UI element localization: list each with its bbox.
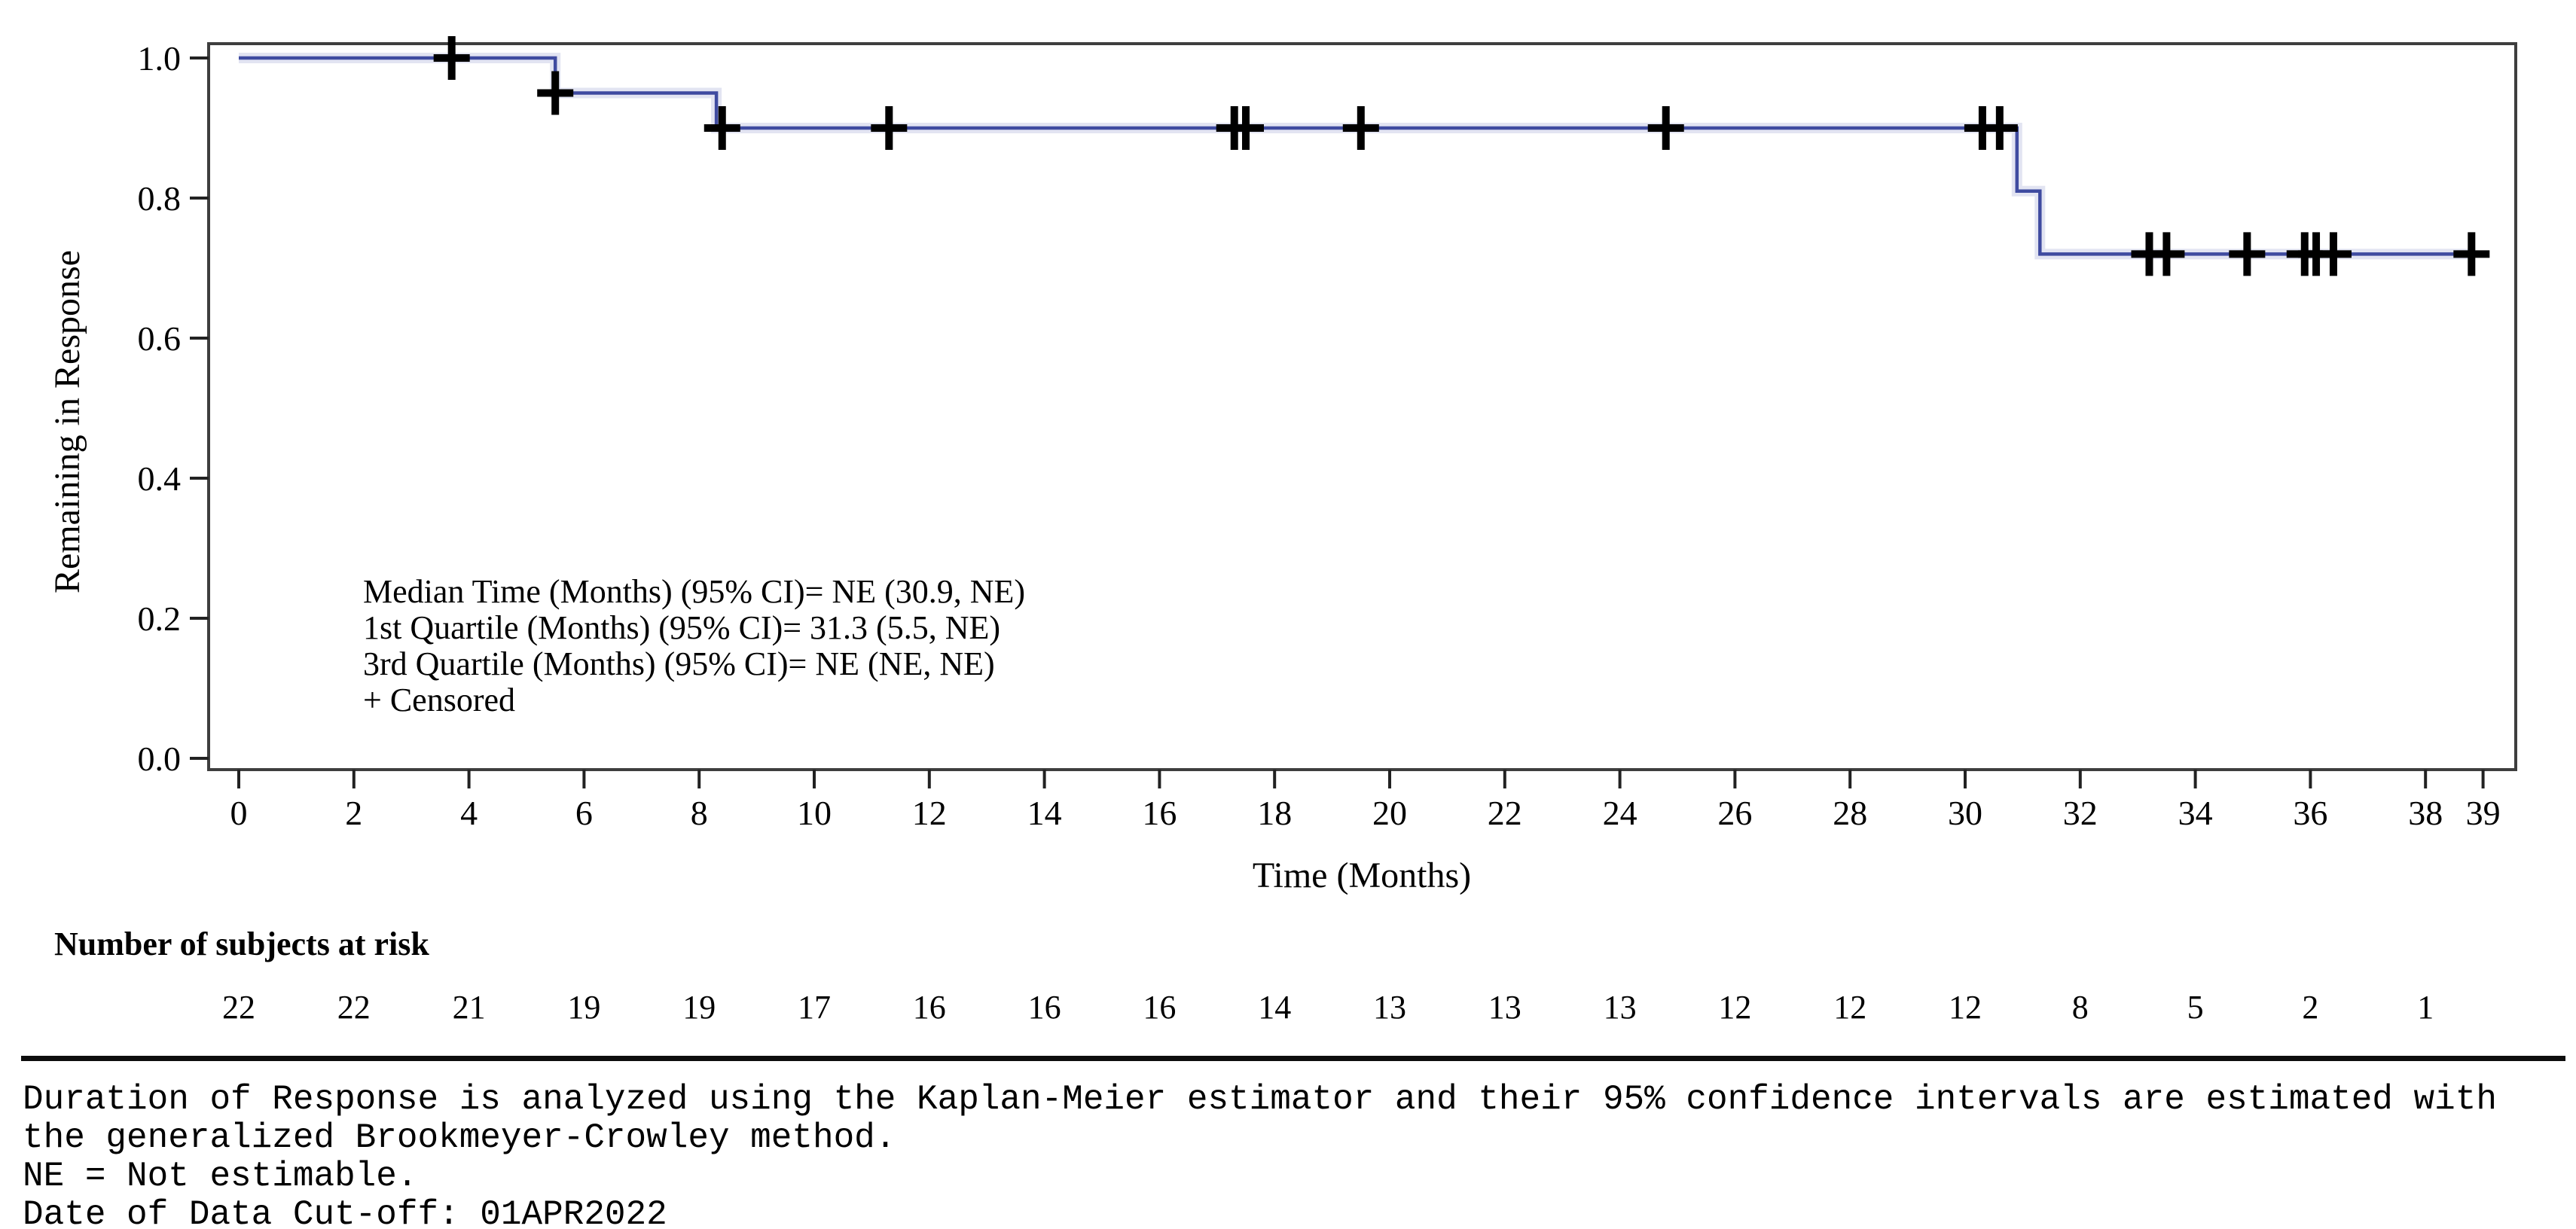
censor-mark xyxy=(1342,106,1379,150)
censor-mark xyxy=(871,106,908,150)
y-tick-label: 0.8 xyxy=(138,179,182,218)
at-risk-count: 12 xyxy=(1833,989,1866,1026)
y-tick-label: 0.4 xyxy=(138,459,182,498)
at-risk-counts: 22 22 21 19 19 17 16 16 16 14 13 13 13 12 12 12 8 5 2 1 xyxy=(222,989,2434,1026)
at-risk-count: 13 xyxy=(1604,989,1637,1026)
x-tick-label: 26 xyxy=(1717,794,1752,832)
at-risk-count: 17 xyxy=(798,989,831,1026)
censor-mark xyxy=(704,106,740,150)
plot-frame xyxy=(207,42,2517,771)
x-tick-label: 18 xyxy=(1257,794,1292,832)
annotation-q1: 1st Quartile (Months) (95% CI)= 31.3 (5.… xyxy=(363,609,1000,646)
at-risk-count: 22 xyxy=(222,989,255,1026)
annotation-median: Median Time (Months) (95% CI)= NE (30.9,… xyxy=(363,573,1025,610)
censor-mark xyxy=(2229,232,2266,276)
censor-mark xyxy=(1981,106,2018,150)
x-tick-label: 2 xyxy=(345,794,362,832)
x-tick-label: 32 xyxy=(2063,794,2098,832)
censor-marks-group xyxy=(433,36,2490,276)
x-tick-label: 16 xyxy=(1142,794,1177,832)
at-risk-count: 19 xyxy=(567,989,600,1026)
y-tick-label: 0.0 xyxy=(138,740,182,778)
x-tick-label: 34 xyxy=(2178,794,2213,832)
y-axis-label: Remaining in Response xyxy=(47,250,87,593)
at-risk-count: 13 xyxy=(1373,989,1406,1026)
x-tick-label: 36 xyxy=(2293,794,2327,832)
x-tick-label: 28 xyxy=(1833,794,1867,832)
at-risk-count: 5 xyxy=(2187,989,2204,1026)
at-risk-count: 13 xyxy=(1488,989,1521,1026)
footnote-line-3: NE = Not estimable. xyxy=(23,1157,418,1196)
censor-mark xyxy=(2148,232,2185,276)
footnote-line-4: Date of Data Cut-off: 01APR2022 xyxy=(23,1195,667,1225)
at-risk-count: 16 xyxy=(913,989,946,1026)
at-risk-count: 12 xyxy=(1949,989,1982,1026)
at-risk-count: 12 xyxy=(1718,989,1751,1026)
y-tick-label: 0.2 xyxy=(138,599,182,638)
x-axis-ticks: 0 2 4 6 8 10 12 14 16 18 20 22 24 26 28 30 32 34 36 38 39 xyxy=(230,770,2501,832)
annotation-censored-legend: + Censored xyxy=(363,682,515,718)
censor-mark xyxy=(433,36,470,80)
x-tick-label: 22 xyxy=(1488,794,1522,832)
at-risk-count: 19 xyxy=(682,989,716,1026)
censor-mark xyxy=(2315,232,2352,276)
at-risk-header: Number of subjects at risk xyxy=(54,926,429,962)
x-tick-label: 8 xyxy=(691,794,708,832)
x-tick-label: 38 xyxy=(2408,794,2443,832)
x-axis-label: Time (Months) xyxy=(1253,855,1471,895)
y-tick-label: 1.0 xyxy=(138,39,182,78)
x-tick-label: 39 xyxy=(2466,794,2501,832)
annotation-block: Median Time (Months) (95% CI)= NE (30.9,… xyxy=(363,573,1025,718)
at-risk-count: 16 xyxy=(1028,989,1061,1026)
at-risk-count: 2 xyxy=(2302,989,2318,1026)
at-risk-count: 21 xyxy=(453,989,486,1026)
at-risk-count: 14 xyxy=(1258,989,1291,1026)
km-curve-group xyxy=(239,53,2472,260)
at-risk-count: 8 xyxy=(2072,989,2089,1026)
footnote-line-1: Duration of Response is analyzed using t… xyxy=(23,1080,2497,1119)
censor-mark xyxy=(1228,106,1264,150)
x-tick-label: 24 xyxy=(1603,794,1637,832)
x-tick-label: 6 xyxy=(575,794,593,832)
x-tick-label: 14 xyxy=(1027,794,1062,832)
x-tick-label: 0 xyxy=(230,794,248,832)
x-tick-label: 4 xyxy=(460,794,478,832)
km-curve xyxy=(239,56,2472,256)
km-curve-halo xyxy=(239,53,2472,260)
x-tick-label: 12 xyxy=(912,794,947,832)
censor-mark xyxy=(2453,232,2490,276)
footnote-block: Duration of Response is analyzed using t… xyxy=(23,1080,2497,1229)
at-risk-count: 16 xyxy=(1143,989,1176,1026)
censor-mark xyxy=(1647,106,1684,150)
footnote-divider xyxy=(21,1056,2565,1061)
censor-mark xyxy=(537,71,574,115)
x-tick-label: 20 xyxy=(1372,794,1407,832)
annotation-q3: 3rd Quartile (Months) (95% CI)= NE (NE, … xyxy=(363,645,995,682)
at-risk-count: 1 xyxy=(2417,989,2434,1026)
at-risk-count: 22 xyxy=(337,989,371,1026)
footnote-line-2: the generalized Brookmeyer-Crowley metho… xyxy=(23,1118,896,1157)
x-tick-label: 10 xyxy=(797,794,832,832)
x-tick-label: 30 xyxy=(1948,794,1982,832)
y-axis-ticks: 0.0 0.2 0.4 0.6 0.8 1.0 xyxy=(138,39,209,778)
y-tick-label: 0.6 xyxy=(138,319,182,358)
